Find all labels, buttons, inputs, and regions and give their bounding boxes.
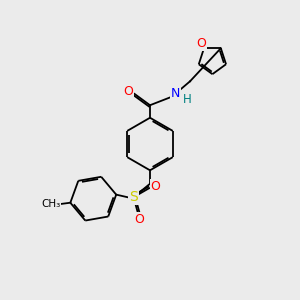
Text: O: O xyxy=(196,37,206,50)
Text: O: O xyxy=(135,213,145,226)
Text: O: O xyxy=(151,180,160,193)
Text: S: S xyxy=(129,190,138,204)
Text: N: N xyxy=(171,87,180,100)
Text: H: H xyxy=(183,93,191,106)
Text: CH₃: CH₃ xyxy=(41,199,60,209)
Text: O: O xyxy=(123,85,133,98)
